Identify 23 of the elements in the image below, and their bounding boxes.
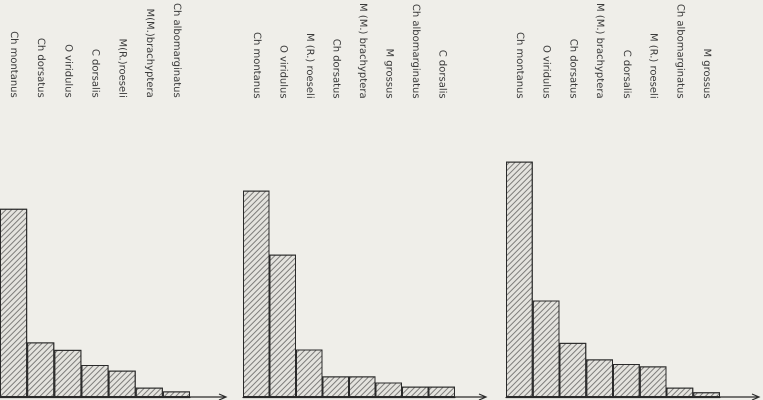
x-tick-label: C dorsalis xyxy=(90,48,100,98)
x-tick-label: Ch dorsatus xyxy=(330,38,342,99)
x-tick-label: O viridulus xyxy=(277,44,288,99)
x-tick-label: M grossus xyxy=(701,48,712,99)
x-tick-label: M(R.)roeseli xyxy=(116,38,128,98)
x-tick-label: Ch albomarginatus xyxy=(170,2,182,98)
x-tick-label: Ch montanus xyxy=(514,32,525,99)
x-tick-label: M (M.) brachyptera xyxy=(356,2,368,99)
x-tick-label: Ch dorsatus xyxy=(35,38,46,98)
x-tick-label: O viridulus xyxy=(62,44,74,98)
x-tick-label: M grossus xyxy=(383,48,394,99)
x-tick-label: M (R.) roeseli xyxy=(648,32,659,99)
x-tick-label: M (R.) roeseli xyxy=(304,32,315,99)
x-tick-label: M(M.)brachyptera xyxy=(144,8,155,98)
x-tick-label: O viridulus xyxy=(540,44,552,99)
x-tick-label: Ch dorsatus xyxy=(567,38,578,99)
x-tick-label: Ch albomarginatus xyxy=(410,4,421,99)
x-tick-label: Ch albomarginatus xyxy=(674,4,686,99)
x-tick-label: M (M.) brachyptera xyxy=(594,2,606,99)
x-tick-label: C dorsalis xyxy=(436,50,448,99)
x-tick-label: C dorsalis xyxy=(620,50,632,99)
x-tick-label: Ch montanus xyxy=(250,32,262,99)
x-tick-label: Ch montanus xyxy=(8,31,20,98)
